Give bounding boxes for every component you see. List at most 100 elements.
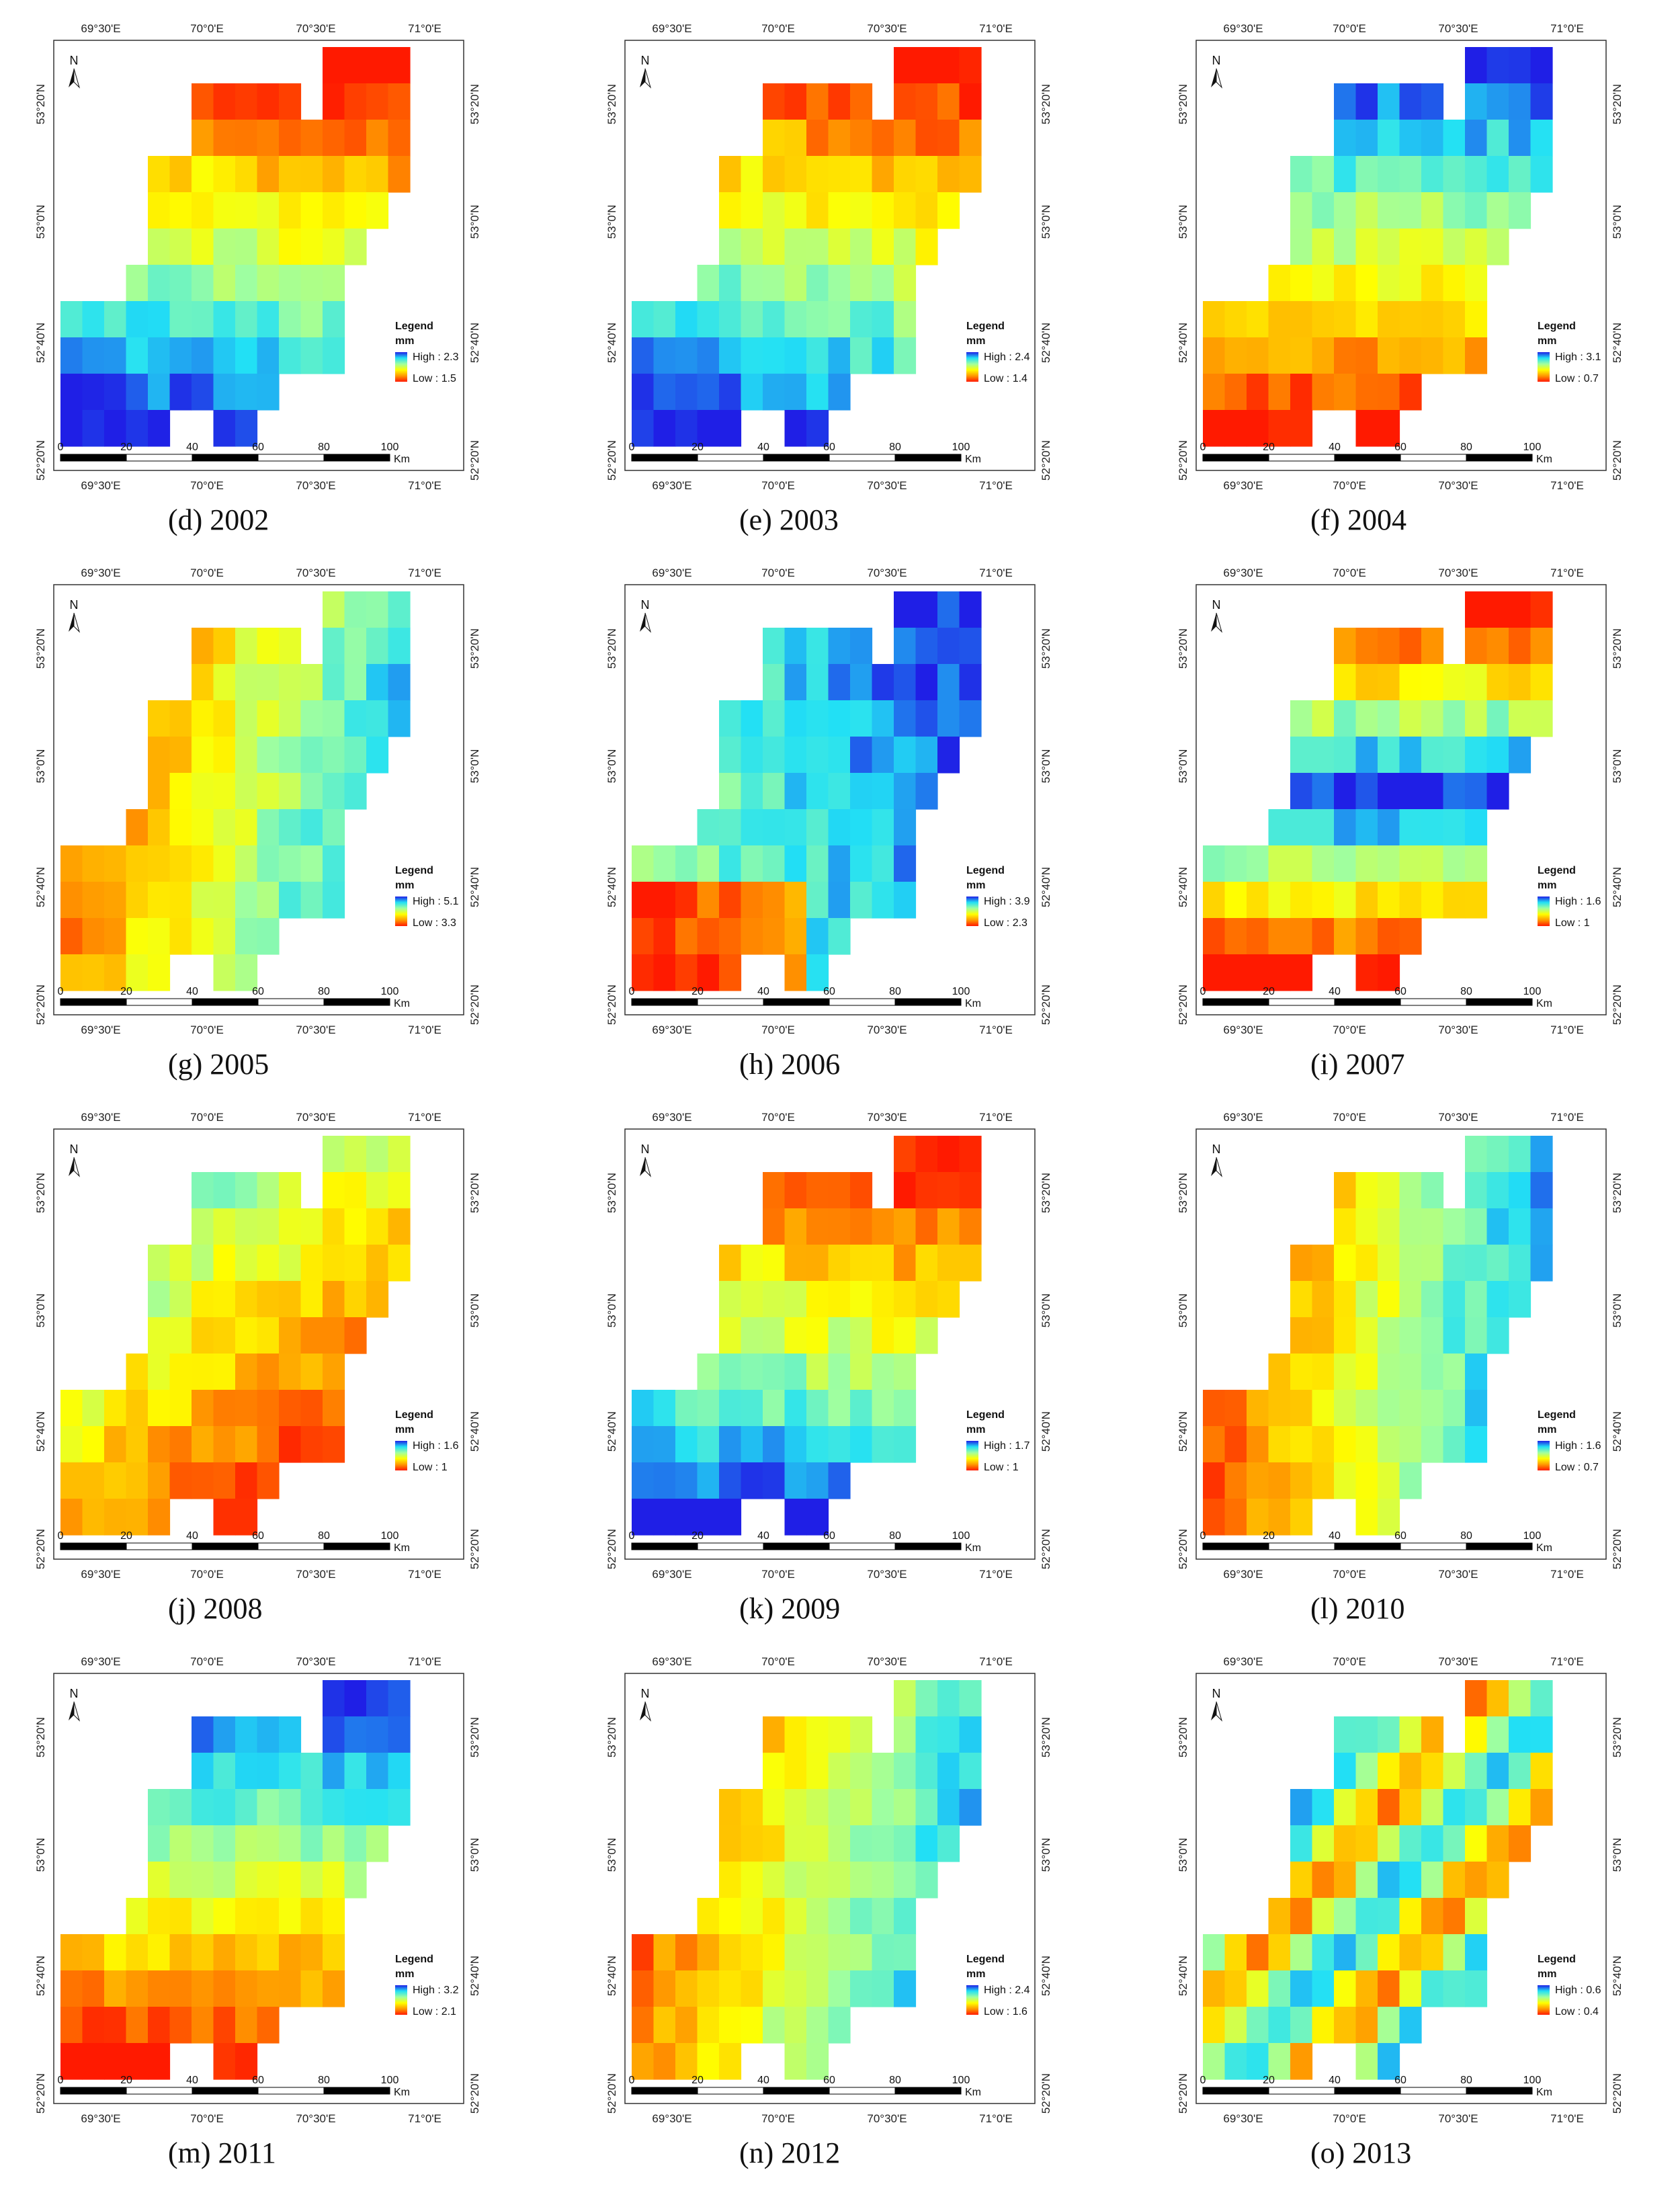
lon-label-bottom: 71°0'E: [979, 479, 1013, 492]
grid-cell: [1312, 1898, 1335, 1935]
grid-cell: [192, 1934, 214, 1971]
grid-cell: [1224, 918, 1247, 955]
grid-cell: [388, 120, 411, 157]
grid-cell: [828, 1208, 851, 1245]
legend-high: High : 5.1: [413, 896, 459, 907]
scale-tick: 60: [823, 442, 835, 453]
legend-ramp: [966, 1985, 978, 2015]
grid-cell: [323, 1317, 345, 1354]
grid-cell: [148, 1825, 171, 1862]
lon-label-bottom: 71°0'E: [1550, 479, 1584, 492]
legend-high: High : 3.9: [984, 896, 1030, 907]
grid-cell: [169, 1862, 192, 1899]
grid-cell: [1355, 2007, 1378, 2044]
grid-cell: [82, 301, 105, 338]
grid-cell: [806, 882, 829, 919]
grid-cell: [192, 228, 214, 265]
grid-cell: [850, 337, 873, 374]
grid-cell: [872, 1970, 894, 2007]
grid-cell: [632, 1934, 655, 1971]
grid-cell: [697, 2043, 720, 2080]
lat-label-left: 52°40'N: [34, 323, 47, 363]
grid-cell: [388, 1245, 411, 1282]
grid-cell: [1290, 228, 1313, 265]
grid-cell: [1486, 591, 1509, 628]
grid-cell: [169, 882, 192, 919]
legend-title: Legend: [1538, 1409, 1576, 1421]
legend-unit: mm: [966, 335, 985, 347]
grid-cell: [828, 1281, 851, 1318]
grid-cell: [806, 120, 829, 157]
grid-cell: [806, 628, 829, 665]
grid-cell: [1530, 1789, 1553, 1826]
grid-cell: [1443, 700, 1466, 737]
grid-cell: [1486, 228, 1509, 265]
panel-caption: (m) 2011: [168, 2136, 276, 2169]
grid-cell: [828, 1716, 851, 1753]
grid-cell: [937, 1716, 960, 1753]
grid-cell: [169, 1317, 192, 1354]
grid-cell: [828, 628, 851, 665]
grid-cell: [850, 301, 873, 338]
grid-cell: [828, 192, 851, 229]
grid-cell: [959, 156, 982, 193]
grid-cell: [257, 192, 280, 229]
grid-cell: [1224, 1970, 1247, 2007]
grid-cell: [344, 1208, 367, 1245]
grid-cell: [344, 1281, 367, 1318]
lat-label-right: 53°0'N: [1611, 205, 1624, 239]
grid-cell: [1290, 954, 1313, 991]
scale-tick: 40: [186, 2075, 198, 2086]
grid-cell: [126, 265, 149, 302]
grid-cell: [344, 737, 367, 774]
lon-label-top: 71°0'E: [979, 567, 1013, 579]
scale-tick: 80: [1460, 1530, 1472, 1542]
grid-cells: [632, 1680, 982, 2080]
grid-cell: [1268, 882, 1291, 919]
lat-label-right: 53°0'N: [1611, 1294, 1624, 1328]
lat-label-right: 52°20'N: [1040, 440, 1052, 481]
grid-cell: [828, 301, 851, 338]
grid-cell: [1290, 773, 1313, 810]
grid-cell: [1378, 1825, 1400, 1862]
grid-cell: [388, 1208, 411, 1245]
grid-cell: [806, 1934, 829, 1971]
grid-cell: [1290, 1862, 1313, 1899]
grid-cell: [915, 228, 938, 265]
grid-cell: [697, 809, 720, 846]
grid-cell: [1399, 1245, 1422, 1282]
lat-label-left: 52°40'N: [34, 867, 47, 907]
grid-cell: [1509, 120, 1531, 157]
lon-label-bottom: 71°0'E: [408, 1024, 442, 1036]
grid-cell: [1378, 156, 1400, 193]
lat-label-right: 52°20'N: [1040, 1529, 1052, 1569]
grid-cell: [192, 301, 214, 338]
grid-cell: [104, 1499, 127, 1536]
grid-cell: [1509, 47, 1531, 84]
map-panel: 69°30'E 69°30'E 70°0'E 70°0'E 70°30'E 70°30'E…: [27, 1647, 497, 2177]
grid-cell: [279, 1716, 302, 1753]
grid-cell: [1355, 265, 1378, 302]
grid-cell: [279, 700, 302, 737]
lat-label-right: 52°20'N: [468, 985, 481, 1025]
grid-cell: [763, 918, 786, 955]
grid-cell: [213, 120, 236, 157]
grid-cell: [192, 773, 214, 810]
grid-cell: [1378, 737, 1400, 774]
grid-cell: [1486, 1208, 1509, 1245]
grid-cell: [1465, 1317, 1488, 1354]
grid-cell: [806, 845, 829, 882]
north-label: N: [70, 1687, 79, 1700]
grid-cell: [366, 1680, 389, 1717]
grid-cell: [279, 228, 302, 265]
scale-tick: 100: [1523, 442, 1542, 453]
grid-cell: [1290, 1390, 1313, 1427]
grid-cell: [1203, 1462, 1226, 1499]
grid-cell: [1443, 1753, 1466, 1790]
grid-cell: [741, 1898, 763, 1935]
grid-cell: [1247, 1970, 1269, 2007]
grid-cell: [1421, 337, 1444, 374]
grid-cell: [104, 337, 127, 374]
north-label: N: [1212, 1142, 1221, 1156]
